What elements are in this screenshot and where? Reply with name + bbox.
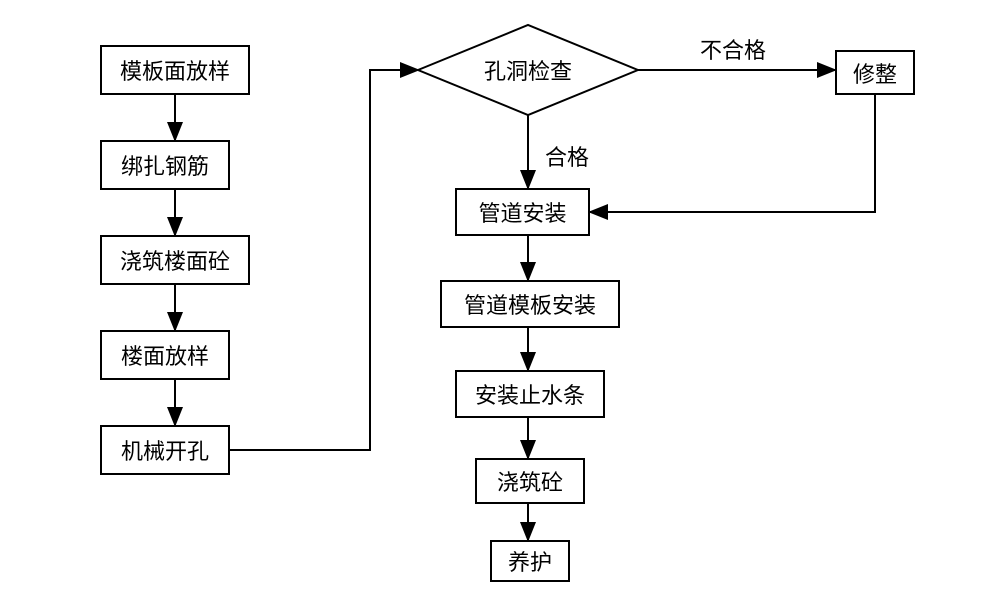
node-label: 机械开孔 [121, 434, 209, 466]
node-label: 修整 [853, 57, 897, 89]
edge-label-pass: 合格 [545, 140, 589, 172]
node-n10: 浇筑砼 [475, 458, 585, 504]
node-label: 安装止水条 [475, 378, 585, 410]
node-label: 楼面放样 [121, 339, 209, 371]
node-label: 管道模板安装 [464, 288, 596, 320]
node-n1: 模板面放样 [100, 45, 250, 95]
node-n5: 机械开孔 [100, 425, 230, 475]
node-n2: 绑扎钢筋 [100, 140, 230, 190]
edge-n5-d1 [230, 70, 418, 450]
node-label: 绑扎钢筋 [121, 149, 209, 181]
node-d1-label: 孔洞检查 [418, 25, 638, 115]
node-label: 模板面放样 [120, 54, 230, 86]
flowchart-canvas: 模板面放样绑扎钢筋浇筑楼面砼楼面放样机械开孔 孔洞检查 修整管道安装管道模板安装安装… [0, 0, 1000, 602]
node-label: 浇筑砼 [497, 465, 563, 497]
node-n8: 管道模板安装 [440, 280, 620, 328]
node-n11: 养护 [490, 540, 570, 582]
node-n7: 管道安装 [455, 188, 590, 236]
node-label: 浇筑楼面砼 [120, 244, 230, 276]
node-n6: 修整 [835, 50, 915, 95]
node-n9: 安装止水条 [455, 370, 605, 418]
node-n3: 浇筑楼面砼 [100, 235, 250, 285]
edge-label-fail: 不合格 [700, 33, 766, 65]
node-label: 养护 [508, 545, 552, 577]
node-label: 管道安装 [478, 196, 566, 228]
node-n4: 楼面放样 [100, 330, 230, 380]
